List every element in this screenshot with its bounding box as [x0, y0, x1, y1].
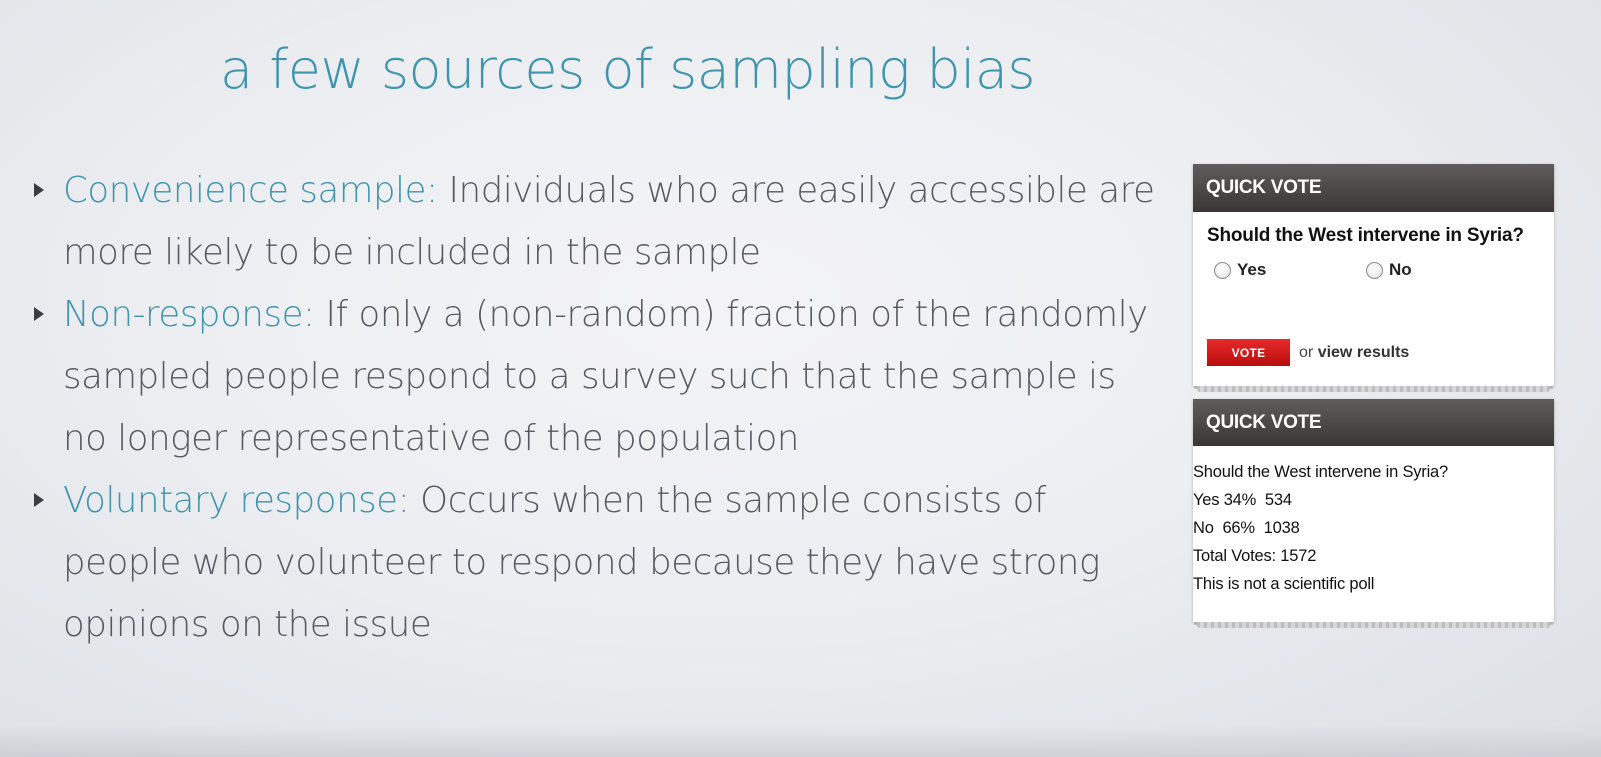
view-results: or view results [1299, 344, 1409, 362]
bullet-term: Non-response: [63, 294, 315, 335]
option-no[interactable]: No [1366, 260, 1412, 280]
bullet-triangle-icon [34, 493, 44, 507]
poll-options: Yes No [1193, 256, 1554, 296]
radio-no[interactable] [1366, 261, 1383, 279]
bullet-triangle-icon [34, 183, 44, 197]
slide-title: a few sources of sampling bias [220, 38, 1036, 101]
results-total: Total Votes: 1572 [1193, 547, 1317, 565]
vote-button[interactable]: VOTE [1207, 339, 1290, 366]
option-yes[interactable]: Yes [1214, 260, 1266, 280]
quick-vote-form: QUICK VOTE Should the West intervene in … [1193, 164, 1554, 392]
bullet-text: If only a (non-random) fraction of the r… [63, 294, 1148, 459]
or-text: or [1299, 343, 1314, 361]
bullet-convenience-sample: Convenience sample: Individuals who are … [34, 160, 1164, 284]
quick-vote-results: QUICK VOTE Should the West intervene in … [1193, 399, 1554, 628]
poll-results-header: QUICK VOTE [1193, 399, 1554, 446]
poll-header: QUICK VOTE [1193, 164, 1554, 212]
results-no: No 66% 1038 [1193, 519, 1300, 537]
vote-row: VOTE or view results [1207, 339, 1409, 366]
option-yes-label: Yes [1237, 260, 1267, 279]
radio-yes[interactable] [1214, 261, 1231, 279]
bullet-list: Convenience sample: Individuals who are … [34, 160, 1164, 656]
results-question: Should the West intervene in Syria? [1193, 463, 1449, 481]
bullet-term: Voluntary response: [63, 480, 410, 521]
bottom-shadow [0, 725, 1601, 757]
poll-question: Should the West intervene in Syria? [1207, 225, 1524, 246]
results-body: Should the West intervene in Syria? Yes … [1193, 446, 1554, 598]
bullet-text: Individuals who are easily accessible ar… [63, 170, 1155, 273]
bullet-triangle-icon [34, 307, 44, 321]
bullet-text: Occurs when the sample consists of peopl… [63, 480, 1100, 645]
bullet-voluntary-response: Voluntary response: Occurs when the samp… [34, 470, 1164, 656]
bullet-term: Convenience sample: [63, 170, 438, 211]
results-disclaimer: This is not a scientific poll [1193, 575, 1375, 593]
bullet-non-response: Non-response: If only a (non-random) fra… [34, 284, 1164, 470]
view-results-link[interactable]: view results [1317, 343, 1410, 361]
option-no-label: No [1389, 260, 1412, 279]
results-yes: Yes 34% 534 [1193, 491, 1292, 509]
